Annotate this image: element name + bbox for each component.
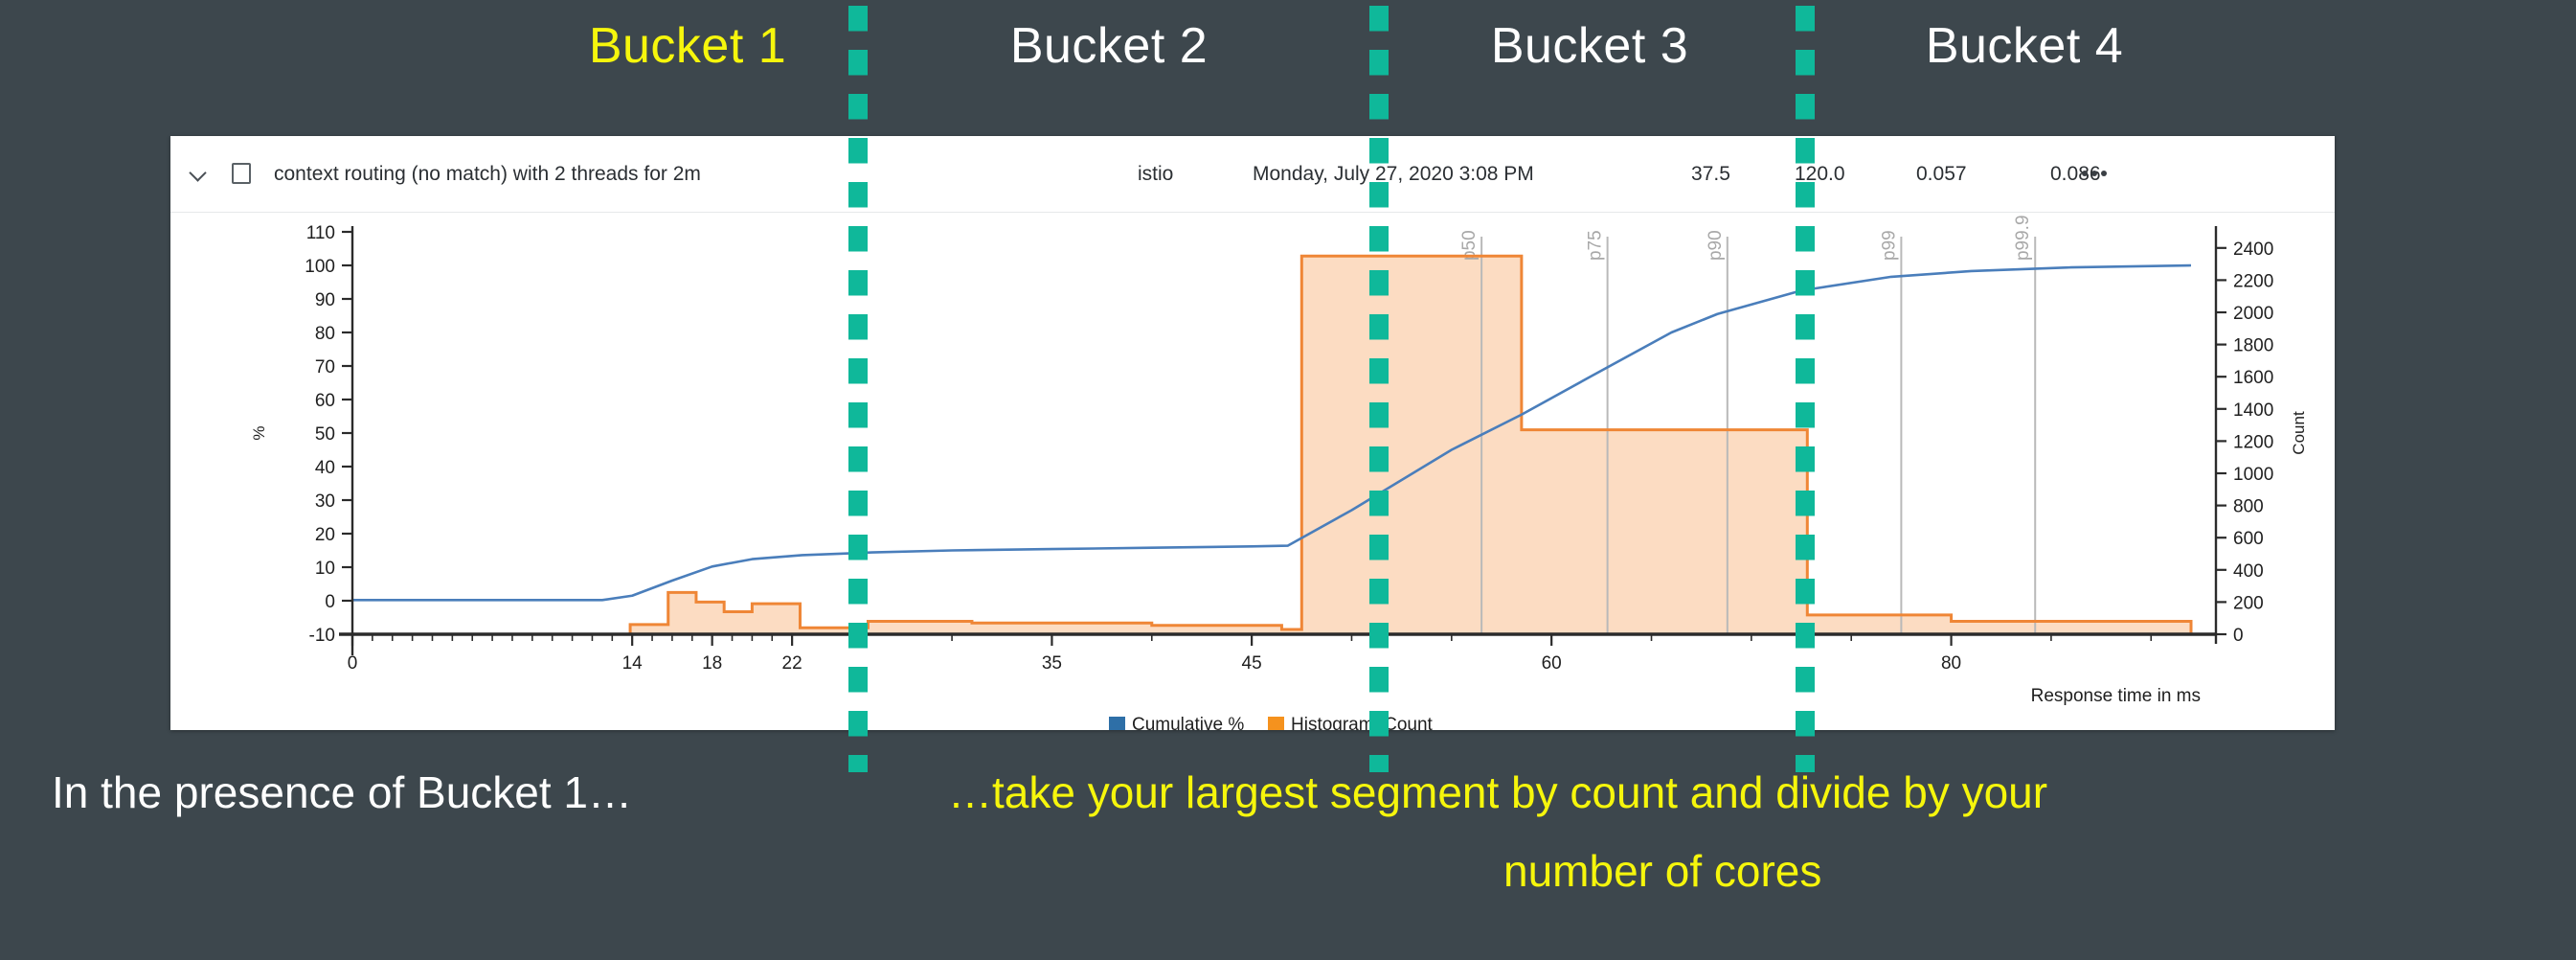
svg-text:20: 20 xyxy=(315,525,335,545)
histogram-svg: p50 p75 p90 p99 p99.9 -10 0 10 20 30 40 50 60 70 80 90… xyxy=(250,215,2308,730)
svg-text:1600: 1600 xyxy=(2233,368,2273,388)
cumulative-line-series xyxy=(352,263,2192,602)
svg-text:p50: p50 xyxy=(1459,230,1480,261)
svg-text:1200: 1200 xyxy=(2233,432,2273,452)
bucket-label-2: Bucket 2 xyxy=(1009,18,1209,74)
svg-text:80: 80 xyxy=(1941,653,1961,674)
svg-text:Response time in ms: Response time in ms xyxy=(2031,686,2201,706)
svg-text:22: 22 xyxy=(782,653,802,674)
svg-text:40: 40 xyxy=(315,458,335,478)
bucket-label-3: Bucket 3 xyxy=(1490,18,1689,74)
bucket-header-band: Bucket 1 Bucket 2 Bucket 3 Bucket 4 xyxy=(0,0,2576,113)
histogram-card: context routing (no match) with 2 thread… xyxy=(170,136,2335,730)
row-metric-3: 0.057 xyxy=(1916,163,1967,185)
svg-text:18: 18 xyxy=(702,653,722,674)
svg-text:p90: p90 xyxy=(1706,230,1726,261)
svg-text:1400: 1400 xyxy=(2233,400,2273,421)
svg-text:800: 800 xyxy=(2233,497,2264,517)
kebab-menu-icon[interactable] xyxy=(2082,171,2111,178)
row-checkbox[interactable] xyxy=(232,163,251,184)
svg-text:200: 200 xyxy=(2233,593,2264,613)
svg-text:14: 14 xyxy=(622,653,644,674)
result-row-header[interactable]: context routing (no match) with 2 thread… xyxy=(170,136,2335,213)
svg-text:Cumulative %: Cumulative % xyxy=(1132,715,1244,730)
svg-text:Histogram: Count: Histogram: Count xyxy=(1291,715,1434,730)
histogram-plot: p50 p75 p90 p99 p99.9 -10 0 10 20 30 40 50 60 70 80 90… xyxy=(170,213,2335,730)
svg-text:p99: p99 xyxy=(1879,230,1899,261)
svg-text:2400: 2400 xyxy=(2233,240,2273,260)
svg-text:70: 70 xyxy=(315,357,335,377)
bucket-label-1: Bucket 1 xyxy=(588,18,787,74)
svg-text:35: 35 xyxy=(1042,653,1062,674)
svg-text:0: 0 xyxy=(348,653,358,674)
svg-text:1800: 1800 xyxy=(2233,336,2273,356)
row-timestamp: Monday, July 27, 2020 3:08 PM xyxy=(1253,163,1534,185)
svg-text:1000: 1000 xyxy=(2233,465,2273,485)
svg-text:80: 80 xyxy=(315,324,335,344)
bucket-divider-1 xyxy=(848,6,868,772)
svg-text:90: 90 xyxy=(315,290,335,310)
percentile-marker-group: p50 p75 p90 p99 p99.9 xyxy=(1459,215,2037,634)
caption-right-line1: …take your largest segment by count and … xyxy=(948,767,2048,817)
svg-text:p75: p75 xyxy=(1586,230,1606,261)
svg-text:60: 60 xyxy=(315,391,335,411)
bucket-label-4: Bucket 4 xyxy=(1925,18,2124,74)
row-source: istio xyxy=(1138,163,1174,185)
row-metric-4: 0.086 xyxy=(2050,163,2101,185)
svg-text:600: 600 xyxy=(2233,529,2264,549)
svg-text:2200: 2200 xyxy=(2233,271,2273,291)
histogram-step-outline xyxy=(352,254,2193,636)
svg-text:0: 0 xyxy=(2233,626,2244,646)
svg-text:100: 100 xyxy=(305,257,335,277)
svg-text:60: 60 xyxy=(1542,653,1562,674)
svg-text:2000: 2000 xyxy=(2233,304,2273,324)
legend-group: Cumulative % Histogram: Count xyxy=(1109,715,1434,730)
axes-group: -100102030405060708090100110020040060080… xyxy=(250,223,2308,706)
svg-text:Count: Count xyxy=(2290,411,2308,455)
svg-text:0: 0 xyxy=(325,592,335,612)
caption-right-line2: number of cores xyxy=(1503,846,1822,896)
svg-text:50: 50 xyxy=(315,424,335,445)
svg-text:p99.9: p99.9 xyxy=(2013,215,2033,261)
svg-text:45: 45 xyxy=(1242,653,1262,674)
chevron-down-icon[interactable] xyxy=(192,165,209,182)
caption-left: In the presence of Bucket 1… xyxy=(52,767,633,817)
svg-text:%: % xyxy=(250,425,268,440)
row-title: context routing (no match) with 2 thread… xyxy=(274,163,701,185)
svg-text:-10: -10 xyxy=(309,626,335,646)
bucket-divider-2 xyxy=(1369,6,1389,772)
svg-text:30: 30 xyxy=(315,491,335,512)
svg-text:110: 110 xyxy=(306,223,335,243)
histogram-area-series xyxy=(352,256,2191,634)
svg-text:10: 10 xyxy=(315,559,335,579)
row-metric-1: 37.5 xyxy=(1691,163,1730,185)
svg-text:400: 400 xyxy=(2233,561,2264,582)
bucket-divider-3 xyxy=(1796,6,1815,772)
